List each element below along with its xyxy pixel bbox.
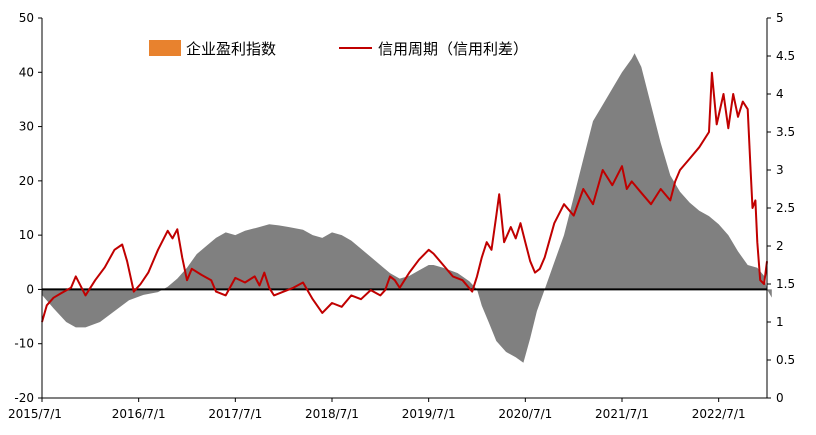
legend-label-line: 信用周期（信用利差）: [378, 40, 528, 58]
y-right-tick-label: 4: [776, 87, 784, 101]
y-left-tick-label: 40: [19, 65, 34, 79]
legend: 企业盈利指数 信用周期（信用利差）: [149, 40, 528, 58]
y-right-tick-label: 2.5: [776, 201, 795, 215]
x-tick-label: 2015/7/1: [8, 407, 62, 421]
y-left-tick-label: -10: [14, 337, 34, 351]
x-tick-label: 2019/7/1: [402, 407, 456, 421]
y-right-tick-label: 0: [776, 391, 784, 405]
y-right-tick-label: 5: [776, 11, 784, 25]
y-left-tick-label: 0: [26, 282, 34, 296]
area-series-layer: [42, 53, 772, 363]
y-left-tick-label: -20: [14, 391, 34, 405]
y-right-tick-label: 3.5: [776, 125, 795, 139]
y-right-tick-label: 2: [776, 239, 784, 253]
y-right-tick-label: 3: [776, 163, 784, 177]
line-series-layer: [41, 71, 768, 323]
x-tick-label: 2016/7/1: [112, 407, 166, 421]
x-tick-label: 2017/7/1: [208, 407, 262, 421]
legend-swatch-area: [149, 40, 181, 56]
y-right-tick-label: 1.5: [776, 277, 795, 291]
y-left-tick-label: 50: [19, 11, 34, 25]
area-series-path: [42, 53, 772, 363]
x-tick-label: 2021/7/1: [595, 407, 649, 421]
y-right-tick-label: 4.5: [776, 49, 795, 63]
legend-label-area: 企业盈利指数: [186, 40, 276, 58]
y-left-tick-label: 10: [19, 228, 34, 242]
y-left-tick-label: 20: [19, 174, 34, 188]
x-tick-label: 2022/7/1: [692, 407, 746, 421]
y-left-tick-label: 30: [19, 120, 34, 134]
y-right-tick-label: 1: [776, 315, 784, 329]
y-right-tick-label: 0.5: [776, 353, 795, 367]
x-tick-label: 2018/7/1: [305, 407, 359, 421]
line-series-path: [41, 71, 768, 323]
axes-layer: 50 40 30 20 10 0 -10 -20 5 4.5 4 3.5 3 2.5 2 1.5 1 0.5 0 20…: [8, 11, 795, 421]
x-tick-label: 2020/7/1: [498, 407, 552, 421]
